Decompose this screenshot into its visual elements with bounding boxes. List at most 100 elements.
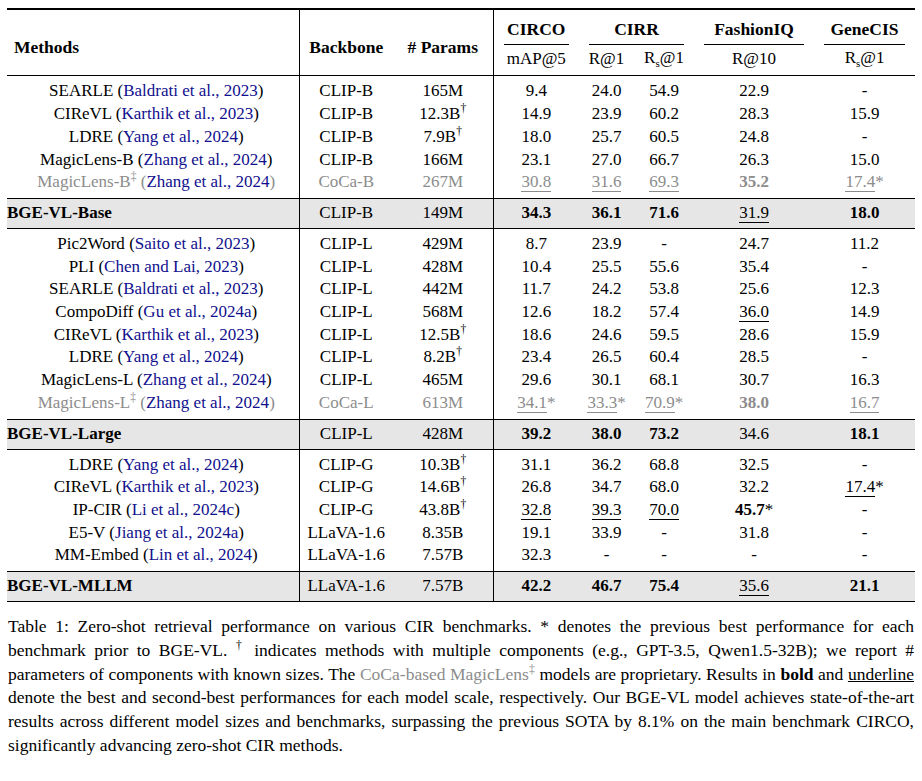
value-cell: 23.1 bbox=[493, 149, 579, 172]
citation-link[interactable]: Karthik et al., 2023 bbox=[121, 104, 253, 123]
method-name: PLI bbox=[69, 257, 95, 276]
value-cell: 12.3 bbox=[814, 278, 915, 301]
underlined-value: 17.4 bbox=[845, 172, 875, 192]
citation-link[interactable]: Zhang et al., 2024 bbox=[146, 172, 269, 191]
value-cell: 33.3* bbox=[579, 392, 634, 419]
value-cell: 14.9 bbox=[493, 103, 579, 126]
col-group-fashioniq: FashionIQ bbox=[694, 9, 814, 45]
value-cell: 27.0 bbox=[579, 149, 634, 172]
table-row: MagicLens-B‡ (Zhang et al., 2024)CoCa-B2… bbox=[7, 171, 915, 198]
table-row-highlight: BGE-VL-MLLMLLaVA-1.67.57B42.246.775.435.… bbox=[7, 572, 915, 602]
value-cell: 68.0 bbox=[634, 476, 694, 499]
params-cell: 428M bbox=[393, 256, 493, 279]
citation-link[interactable]: Baldrati et al., 2023 bbox=[123, 279, 258, 298]
citation-link[interactable]: Gu et al., 2024a bbox=[143, 302, 251, 321]
value-cell: 31.1 bbox=[493, 449, 579, 476]
value-cell: 73.2 bbox=[634, 419, 694, 449]
value-cell: 21.1 bbox=[814, 572, 915, 602]
header-row-groups: Methods Backbone # Params CIRCO CIRR Fas… bbox=[7, 9, 915, 45]
underlined-value: 31.9 bbox=[739, 203, 769, 223]
citation-link[interactable]: Chen and Lai, 2023 bbox=[104, 257, 238, 276]
value-cell: 18.1 bbox=[814, 419, 915, 449]
table-row: LDRE (Yang et al., 2024)CLIP-G10.3B†31.1… bbox=[7, 449, 915, 476]
bold-value: 45.7 bbox=[735, 500, 765, 519]
value-cell: 18.6 bbox=[493, 324, 579, 347]
method-cell: MagicLens-B (Zhang et al., 2024) bbox=[7, 149, 299, 172]
metric-label: R@1 bbox=[589, 49, 625, 68]
multi-component-marker: † bbox=[456, 346, 462, 358]
value-cell: 60.4 bbox=[634, 346, 694, 369]
backbone-cell: CLIP-L bbox=[299, 228, 393, 255]
value-cell: 34.1* bbox=[493, 392, 579, 419]
value-cell: 24.2 bbox=[579, 278, 634, 301]
value-cell: 31.8 bbox=[694, 522, 814, 545]
value-cell: 8.7 bbox=[493, 228, 579, 255]
method-name: IP-CIR bbox=[73, 500, 122, 519]
backbone-cell: CLIP-G bbox=[299, 449, 393, 476]
method-cell: BGE-VL-MLLM bbox=[7, 572, 299, 602]
params-cell: 165M bbox=[393, 76, 493, 103]
value-cell: 38.0 bbox=[579, 419, 634, 449]
table-row: CIReVL (Karthik et al., 2023)CLIP-G14.6B… bbox=[7, 476, 915, 499]
citation-link[interactable]: Baldrati et al., 2023 bbox=[123, 81, 258, 100]
value-cell: 46.7 bbox=[579, 572, 634, 602]
citation-link[interactable]: Zhang et al., 2024 bbox=[143, 370, 266, 389]
params-cell: 442M bbox=[393, 278, 493, 301]
citation-link[interactable]: Li et al., 2024c bbox=[132, 500, 234, 519]
citation-link[interactable]: Yang et al., 2024 bbox=[123, 455, 238, 474]
citation-link[interactable]: Zhang et al., 2024 bbox=[144, 150, 267, 169]
backbone-cell: CLIP-L bbox=[299, 419, 393, 449]
col-group-cirr: CIRR bbox=[579, 9, 694, 45]
caption-segment: † bbox=[236, 639, 246, 651]
citation-link[interactable]: Saito et al., 2023 bbox=[135, 234, 250, 253]
value-cell: 28.5 bbox=[694, 346, 814, 369]
methods-section: LDRE (Yang et al., 2024)CLIP-G10.3B†31.1… bbox=[7, 449, 915, 572]
value-cell: 34.3 bbox=[493, 198, 579, 228]
value-cell: - bbox=[634, 522, 694, 545]
value-cell: 26.5 bbox=[579, 346, 634, 369]
value-cell: - bbox=[634, 544, 694, 571]
table-row: PLI (Chen and Lai, 2023)CLIP-L428M10.425… bbox=[7, 256, 915, 279]
value-cell: 34.7 bbox=[579, 476, 634, 499]
method-name: CIReVL bbox=[54, 477, 112, 496]
backbone-cell: LLaVA-1.6 bbox=[299, 572, 393, 602]
caption-segment: models are proprietary. Results in bbox=[535, 664, 780, 684]
method-name: MM-Embed bbox=[55, 545, 139, 564]
value-cell: 34.6 bbox=[694, 419, 814, 449]
bold-value: 39.2 bbox=[521, 424, 551, 443]
col-group-genecis-label: GeneCIS bbox=[824, 19, 905, 45]
citation-link[interactable]: Karthik et al., 2023 bbox=[121, 325, 253, 344]
backbone-cell: CLIP-L bbox=[299, 324, 393, 347]
model-name: BGE-VL-Large bbox=[7, 424, 121, 443]
table-row-highlight: BGE-VL-LargeCLIP-L428M39.238.073.234.618… bbox=[7, 419, 915, 449]
citation-link[interactable]: Yang et al., 2024 bbox=[123, 347, 238, 366]
method-name: SEARLE bbox=[49, 279, 113, 298]
value-cell: - bbox=[814, 256, 915, 279]
backbone-cell: CLIP-L bbox=[299, 369, 393, 392]
value-cell: - bbox=[814, 346, 915, 369]
citation-link[interactable]: Zhang et al., 2024 bbox=[146, 393, 269, 412]
method-name: MagicLens-L bbox=[41, 370, 133, 389]
value-cell: 55.6 bbox=[634, 256, 694, 279]
value-cell: 39.3 bbox=[579, 499, 634, 522]
citation-link[interactable]: Yang et al., 2024 bbox=[123, 127, 238, 146]
bold-value: 42.2 bbox=[521, 576, 551, 595]
method-name: Pic2Word bbox=[57, 234, 125, 253]
citation-link[interactable]: Jiang et al., 2024a bbox=[115, 523, 238, 542]
value-cell: 54.9 bbox=[634, 76, 694, 103]
multi-component-marker: † bbox=[456, 125, 462, 137]
method-name: MagicLens-B bbox=[40, 150, 133, 169]
caption-segment: CoCa-based MagicLens bbox=[360, 664, 529, 684]
highlight-section: BGE-VL-LargeCLIP-L428M39.238.073.234.618… bbox=[7, 419, 915, 449]
citation-link[interactable]: Karthik et al., 2023 bbox=[121, 477, 253, 496]
underlined-value: 31.6 bbox=[592, 172, 622, 192]
table-row: MagicLens-L (Zhang et al., 2024)CLIP-L46… bbox=[7, 369, 915, 392]
underlined-value: 39.3 bbox=[592, 500, 622, 520]
model-name: BGE-VL-MLLM bbox=[7, 576, 133, 595]
value-cell: 35.6 bbox=[694, 572, 814, 602]
value-cell: 24.8 bbox=[694, 126, 814, 149]
value-cell: 45.7* bbox=[694, 499, 814, 522]
table-row: CIReVL (Karthik et al., 2023)CLIP-B12.3B… bbox=[7, 103, 915, 126]
citation-link[interactable]: Lin et al., 2024 bbox=[149, 545, 252, 564]
value-cell: 60.5 bbox=[634, 126, 694, 149]
